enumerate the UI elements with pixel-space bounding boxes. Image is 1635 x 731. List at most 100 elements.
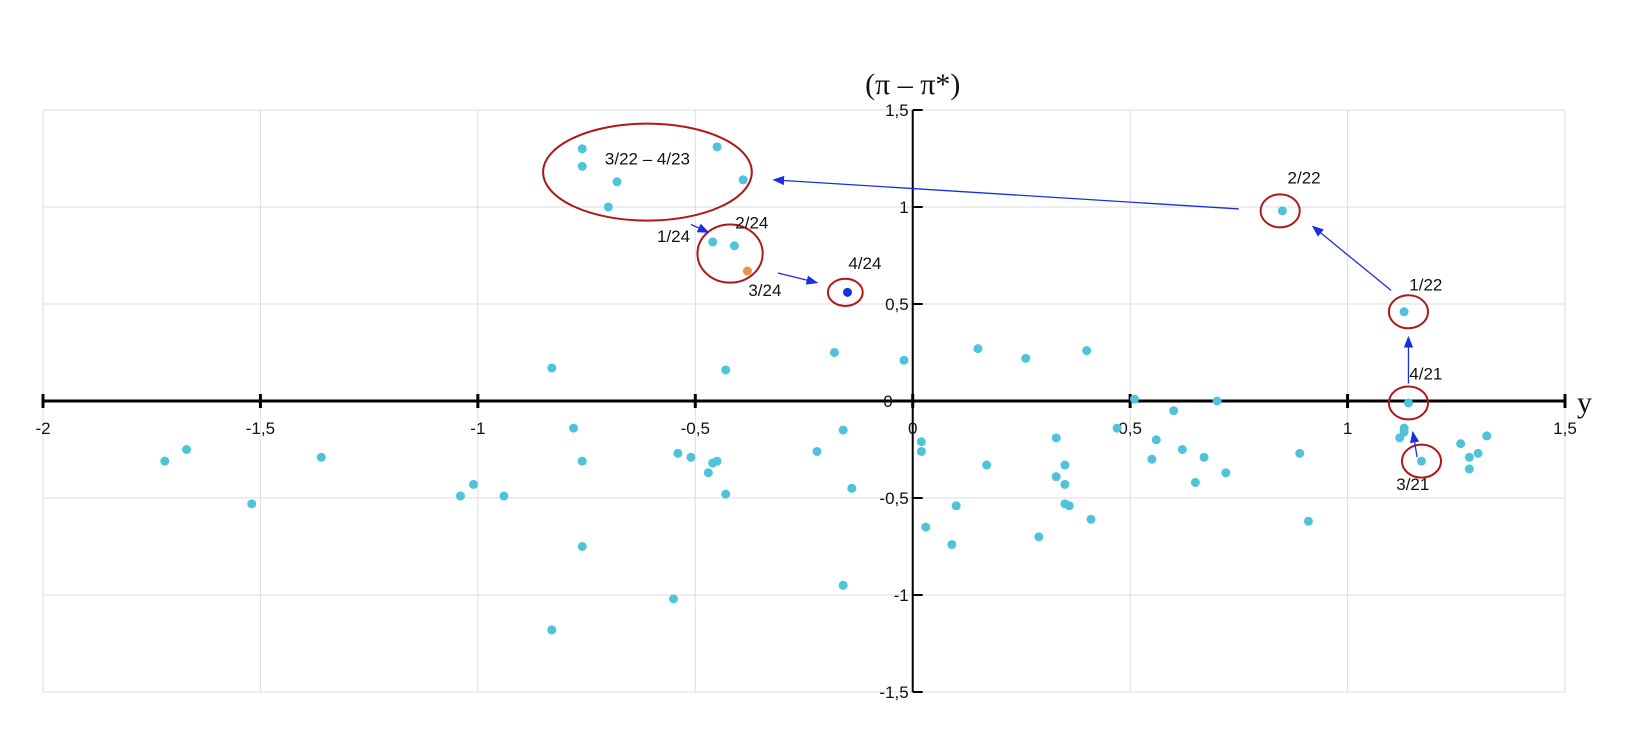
data-point	[951, 501, 961, 511]
point-label: 4/21	[1409, 365, 1442, 384]
y-tick-labels: 1,5 1 0,5 0 -0,5 -1 -1,5	[879, 101, 908, 702]
x-tick-label: 1,5	[1553, 419, 1577, 438]
data-point	[1482, 431, 1492, 441]
data-point	[838, 580, 848, 590]
data-point	[669, 594, 679, 604]
data-point	[1082, 346, 1092, 356]
data-point	[569, 423, 579, 433]
x-tick-label: 1	[1343, 419, 1352, 438]
data-point	[982, 460, 992, 470]
point-label: 1/24	[657, 227, 690, 246]
data-point	[1221, 468, 1231, 478]
data-point	[577, 144, 587, 154]
data-points	[160, 142, 1492, 635]
highlight-circle	[1387, 385, 1430, 421]
point-label: 2/24	[735, 213, 768, 232]
data-point	[1464, 464, 1474, 474]
data-point	[1199, 452, 1209, 462]
data-point	[1021, 353, 1031, 363]
y-tick-label: -1,5	[879, 683, 908, 702]
data-point	[899, 355, 909, 365]
data-point	[916, 446, 926, 456]
annotation-arrow	[1409, 430, 1420, 458]
annotation-arrow	[772, 175, 1239, 210]
point-label: 3/21	[1396, 475, 1429, 494]
data-point	[1295, 448, 1305, 458]
data-point	[182, 445, 192, 454]
data-point	[577, 161, 587, 171]
data-point	[1129, 394, 1139, 404]
data-point	[1151, 435, 1161, 445]
data-point	[673, 448, 683, 458]
data-point	[729, 241, 739, 251]
point-label: 4/24	[848, 254, 881, 273]
data-point	[469, 479, 479, 489]
data-point	[577, 542, 587, 551]
highlight-circles	[542, 122, 1443, 479]
data-point	[721, 489, 731, 499]
y-tick-label: -1	[894, 586, 909, 605]
annotation-arrows	[690, 175, 1420, 458]
data-point	[1303, 516, 1313, 526]
highlight-circle	[696, 223, 764, 284]
data-point	[247, 499, 257, 509]
data-point	[547, 625, 557, 635]
data-point	[1464, 452, 1474, 462]
data-point	[1034, 532, 1044, 542]
data-point	[603, 202, 613, 212]
data-point	[1112, 423, 1122, 433]
annotation-arrow	[1311, 225, 1392, 291]
data-point	[708, 237, 718, 247]
data-point	[1051, 472, 1061, 482]
data-point	[1399, 423, 1409, 433]
data-point	[1086, 514, 1096, 524]
y-tick-label: 1	[899, 198, 908, 217]
data-point	[712, 142, 722, 152]
data-point	[1064, 501, 1074, 511]
axes	[41, 109, 1567, 693]
highlight-circle	[1259, 193, 1301, 229]
point-annotations: 3/22 – 4/23 2/22 1/24 2/24 3/24 4/24 1/22 4/21 3…	[605, 149, 1442, 494]
point-label: 3/22 – 4/23	[605, 149, 690, 168]
y-tick-label: -0,5	[879, 489, 908, 508]
data-point	[316, 452, 326, 462]
data-point	[499, 491, 509, 501]
data-point	[1060, 460, 1070, 470]
data-point	[829, 348, 839, 357]
data-point	[742, 266, 752, 276]
data-point	[973, 344, 983, 354]
data-point	[1190, 477, 1200, 487]
y-tick-label: 1,5	[885, 101, 909, 120]
data-point	[1212, 396, 1222, 406]
point-label: 2/22	[1288, 169, 1321, 188]
data-point	[847, 483, 857, 493]
data-point	[1169, 406, 1179, 416]
data-point	[1277, 206, 1287, 216]
data-point	[1177, 445, 1187, 454]
data-point	[1051, 433, 1061, 443]
data-point	[577, 456, 587, 466]
x-tick-label: -0,5	[681, 419, 710, 438]
highlight-circle	[826, 277, 864, 307]
x-tick-label: -2	[35, 419, 50, 438]
data-point	[1473, 448, 1483, 458]
x-axis-label: y	[1577, 386, 1592, 419]
y-tick-label: 0,5	[885, 295, 909, 314]
point-label: 1/22	[1409, 275, 1442, 294]
y-tick-label: 0	[883, 392, 892, 411]
data-point	[812, 446, 822, 456]
data-point	[703, 468, 713, 478]
y-axis-label: (π – π*)	[865, 68, 960, 101]
data-point	[921, 522, 931, 532]
data-point	[612, 177, 622, 187]
data-point	[1147, 454, 1157, 464]
annotation-arrow	[690, 223, 710, 233]
x-tick-label: -1	[470, 419, 485, 438]
data-point	[1060, 479, 1070, 489]
point-label: 3/24	[748, 281, 781, 300]
data-point	[686, 452, 696, 462]
data-point	[842, 287, 852, 297]
x-tick-label: 0	[908, 419, 917, 438]
data-point	[1456, 439, 1466, 449]
